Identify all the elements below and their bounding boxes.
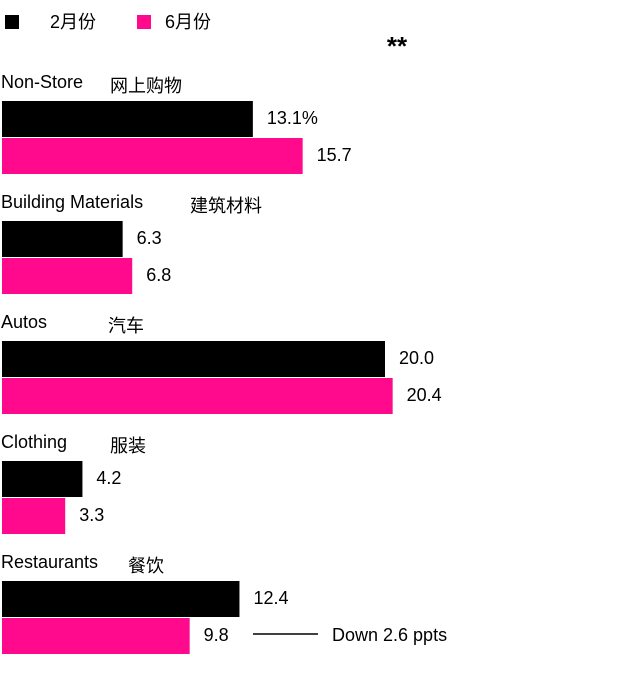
legend-swatch [137, 15, 151, 29]
bar [2, 498, 66, 534]
legend-label: 2月份 [50, 12, 96, 32]
category-label-zh: 餐饮 [128, 556, 164, 576]
legend-swatch [5, 15, 19, 29]
bar [2, 221, 123, 257]
value-label: 20.0 [399, 348, 434, 368]
category-label-zh: 建筑材料 [190, 196, 262, 216]
value-label: 6.3 [137, 228, 162, 248]
value-label: 13.1% [267, 108, 318, 128]
value-label: 12.4 [253, 588, 288, 608]
category-label-zh: 汽车 [108, 316, 144, 336]
value-label: 20.4 [407, 385, 442, 405]
category-label-zh: 服装 [110, 436, 146, 456]
bar [2, 138, 303, 174]
bar [2, 341, 385, 377]
category-label: Non-Store [1, 72, 83, 92]
bar [2, 461, 83, 497]
value-label: 9.8 [204, 625, 229, 645]
value-label: 15.7 [317, 145, 352, 165]
category-label-zh: 网上购物 [110, 76, 182, 96]
category-label: Restaurants [1, 552, 98, 572]
category-label: Autos [1, 312, 47, 332]
annotation: Down 2.6 ppts [332, 625, 447, 645]
annotation-mark: ** [387, 31, 408, 61]
bar [2, 258, 133, 294]
bar [2, 618, 190, 654]
category-label: Clothing [1, 432, 67, 452]
bar [2, 581, 240, 617]
legend-label: 6月份 [165, 12, 211, 32]
bar [2, 378, 393, 414]
value-label: 4.2 [96, 468, 121, 488]
category-label: Building Materials [1, 192, 143, 212]
value-label: 3.3 [79, 505, 104, 525]
bar [2, 101, 253, 137]
value-label: 6.8 [146, 265, 171, 285]
